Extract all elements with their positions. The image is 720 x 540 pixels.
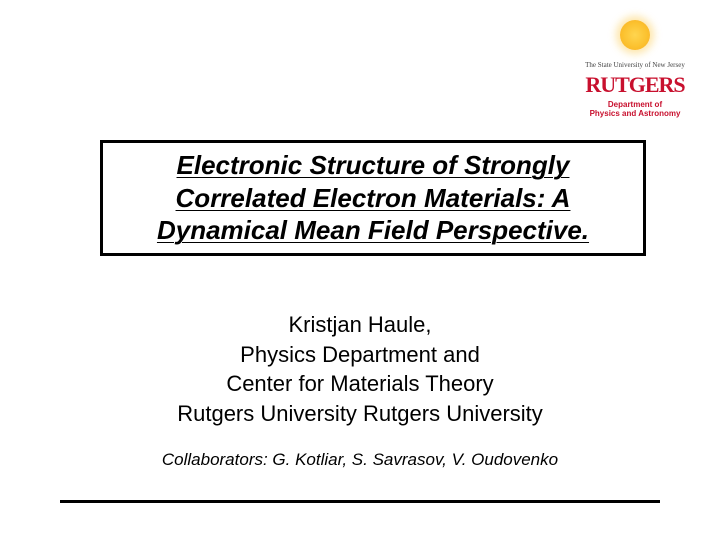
institution-logo: The State University of New Jersey RUTGE… [570, 10, 700, 119]
author-name: Kristjan Haule, [100, 310, 620, 340]
horizontal-rule [60, 500, 660, 503]
author-affil-1: Physics Department and [100, 340, 620, 370]
title-box: Electronic Structure of Strongly Correla… [100, 140, 646, 256]
sun-icon [610, 10, 660, 60]
logo-dept-line2: Physics and Astronomy [590, 109, 681, 118]
author-block: Kristjan Haule, Physics Department and C… [100, 310, 620, 429]
logo-dept-line1: Department of [608, 100, 662, 109]
logo-tagline: The State University of New Jersey [570, 62, 700, 70]
author-affil-2: Center for Materials Theory [100, 369, 620, 399]
collaborators: Collaborators: G. Kotliar, S. Savrasov, … [100, 450, 620, 470]
logo-dept: Department of Physics and Astronomy [570, 100, 700, 119]
presentation-title: Electronic Structure of Strongly Correla… [113, 149, 633, 247]
logo-name: RUTGERS [570, 72, 700, 98]
author-affil-3: Rutgers University Rutgers University [100, 399, 620, 429]
